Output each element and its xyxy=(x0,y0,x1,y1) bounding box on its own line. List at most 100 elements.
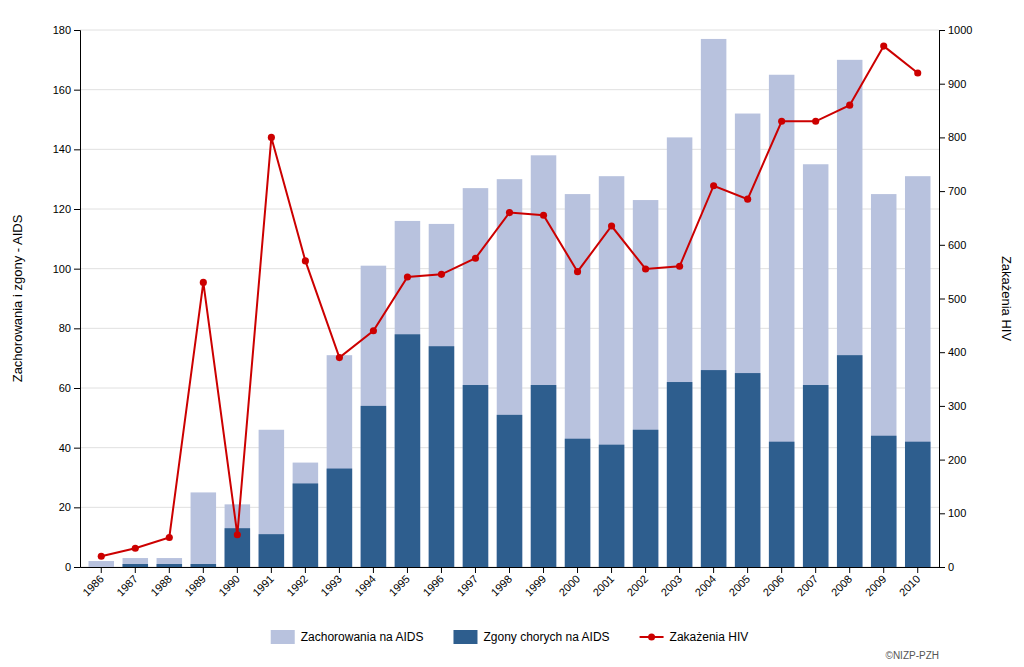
y-tick-mark xyxy=(74,567,80,568)
x-tick-label: 2007 xyxy=(795,573,821,599)
y2-tick-mark xyxy=(939,191,945,192)
bar xyxy=(735,114,761,567)
bar xyxy=(327,469,353,567)
bar xyxy=(293,483,319,567)
y2-tick-label: 500 xyxy=(948,293,966,305)
marker xyxy=(880,43,887,50)
grid-line xyxy=(80,89,939,90)
y2-tick: 0 xyxy=(939,561,954,573)
y2-tick-mark xyxy=(939,460,945,461)
marker xyxy=(914,69,921,76)
y2-tick-mark xyxy=(939,406,945,407)
marker xyxy=(200,279,207,286)
marker xyxy=(234,531,241,538)
y-tick-label: 0 xyxy=(65,561,71,573)
x-tick-mark xyxy=(611,567,612,573)
bar xyxy=(633,430,659,567)
y-tick-mark xyxy=(74,448,80,449)
y2-tick: 700 xyxy=(939,185,966,197)
x-tick: 1991 xyxy=(250,567,276,598)
x-tick-mark xyxy=(135,567,136,573)
y-axis-title: Zachorowania i zgony - AIDS xyxy=(10,214,25,382)
marks xyxy=(89,39,931,567)
bar xyxy=(327,355,353,567)
line-series xyxy=(98,43,922,560)
x-tick-label: 1999 xyxy=(522,573,548,599)
y2-tick-mark xyxy=(939,352,945,353)
x-tick-mark xyxy=(509,567,510,573)
y-tick: 20 xyxy=(59,501,80,513)
y-tick: 180 xyxy=(53,24,80,36)
y-tick-label: 120 xyxy=(53,203,71,215)
y-tick: 60 xyxy=(59,382,80,394)
bar xyxy=(701,370,727,567)
marker xyxy=(642,265,649,272)
x-tick: 1996 xyxy=(420,567,446,598)
x-tick-label: 2008 xyxy=(829,573,855,599)
x-tick: 2004 xyxy=(692,567,718,598)
y-tick-label: 20 xyxy=(59,501,71,513)
y-tick-mark xyxy=(74,388,80,389)
y-tick-label: 100 xyxy=(53,263,71,275)
y2-tick-mark xyxy=(939,567,945,568)
y2-tick: 300 xyxy=(939,400,966,412)
y-tick-label: 60 xyxy=(59,382,71,394)
y-tick: 140 xyxy=(53,143,80,155)
x-tick-mark xyxy=(305,567,306,573)
y-tick-label: 160 xyxy=(53,84,71,96)
grid-line xyxy=(80,149,939,150)
y-axis: 020406080100120140160180 xyxy=(53,24,81,573)
bar xyxy=(89,567,115,568)
legend-marker xyxy=(648,634,655,641)
x-tick-label: 1990 xyxy=(216,573,242,599)
x-tick-mark xyxy=(237,567,238,573)
y2-axis-title: Zakażenia HIV xyxy=(999,256,1014,342)
bar xyxy=(89,561,115,567)
bar xyxy=(565,194,591,567)
marker xyxy=(744,196,751,203)
x-tick-label: 2009 xyxy=(863,573,889,599)
y2-tick-mark xyxy=(939,245,945,246)
y2-tick-label: 900 xyxy=(948,78,966,90)
x-tick-mark xyxy=(577,567,578,573)
x-tick-mark xyxy=(475,567,476,573)
bar xyxy=(497,179,523,567)
bar xyxy=(871,436,897,567)
bar xyxy=(191,564,217,567)
x-tick: 2005 xyxy=(727,567,753,598)
marker xyxy=(268,134,275,141)
annotation: ©NIZP-PZH xyxy=(886,650,939,661)
x-tick-mark xyxy=(747,567,748,573)
bar xyxy=(667,382,693,567)
chart: 1986198719881989199019911992199319941995… xyxy=(0,0,1024,667)
x-tick: 1988 xyxy=(148,567,174,598)
y2-tick: 200 xyxy=(939,454,966,466)
marker xyxy=(574,268,581,275)
marker xyxy=(812,118,819,125)
y-tick-mark xyxy=(74,269,80,270)
bar xyxy=(905,176,931,567)
x-tick: 2009 xyxy=(863,567,889,598)
x-tick-label: 1992 xyxy=(284,573,310,599)
bar xyxy=(429,346,455,567)
x-tick: 1989 xyxy=(182,567,208,598)
y-tick-label: 40 xyxy=(59,442,71,454)
x-tick-label: 1991 xyxy=(250,573,276,599)
legend-item: Zakażenia HIV xyxy=(640,630,749,644)
bar xyxy=(531,155,557,567)
x-tick-mark xyxy=(203,567,204,573)
grid xyxy=(80,30,939,567)
legend-item: Zachorowania na AIDS xyxy=(271,630,424,644)
marker xyxy=(778,118,785,125)
bar xyxy=(259,430,285,567)
y-axis-line xyxy=(74,31,81,568)
legend-label: Zakażenia HIV xyxy=(670,630,749,644)
x-tick-mark xyxy=(679,567,680,573)
bar xyxy=(191,492,217,567)
bar xyxy=(157,558,183,567)
x-tick-label: 2003 xyxy=(658,573,684,599)
x-tick-mark xyxy=(339,567,340,573)
marker xyxy=(336,354,343,361)
y2-tick-mark xyxy=(939,513,945,514)
y2-tick-mark xyxy=(939,299,945,300)
